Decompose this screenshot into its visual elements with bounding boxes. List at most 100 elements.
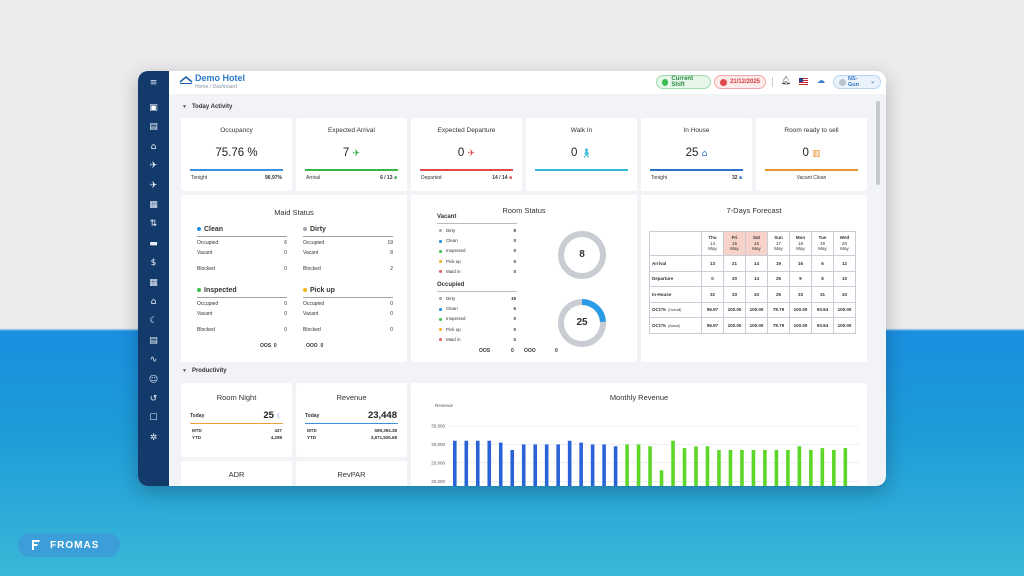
sidebar-departure-icon[interactable]: ✈ — [138, 179, 169, 193]
sidebar: ≡ ▣ ▤ ⌂ ✈ ✈ ▦ ⇅ ▬ $ ▦ ⌂ ☾ ▤ ∿ ☺ ↺ ☐ ✲ — [138, 71, 169, 486]
walk-in-card[interactable]: Walk In 0 🚶︎ — [526, 118, 637, 191]
chart-bar[interactable] — [579, 442, 583, 486]
sidebar-guest-icon[interactable]: ☺ — [138, 373, 169, 387]
chart-bar[interactable] — [671, 440, 675, 486]
sidebar-report-icon[interactable]: ▤ — [138, 334, 169, 348]
sidebar-room-icon[interactable]: ▦ — [138, 198, 169, 212]
chart-bar[interactable] — [659, 470, 664, 486]
in-house-card[interactable]: In House 25 ⌂ Tonight 32 ■ — [641, 118, 752, 191]
chart-bar[interactable] — [763, 449, 767, 486]
chart-bar[interactable] — [820, 448, 825, 486]
chart-bar[interactable] — [705, 446, 710, 486]
chart-bar[interactable] — [751, 449, 756, 486]
sidebar-feedback-icon[interactable]: ☐ — [138, 411, 169, 425]
bell-icon[interactable]: 🔔︎ — [781, 76, 792, 85]
sidebar-history-icon[interactable]: ↺ — [138, 392, 169, 406]
status-dot-icon — [439, 229, 442, 233]
maid-group-2[interactable]: Inspected — [197, 287, 237, 294]
status-dot-icon — [439, 307, 442, 311]
user-menu-button[interactable]: NS-Gun ⌄ — [833, 75, 881, 89]
sidebar-home-icon[interactable]: ⌂ — [138, 140, 169, 154]
hotel-name[interactable]: Demo Hotel — [195, 73, 246, 83]
chart-bar[interactable] — [774, 449, 779, 486]
walk-in-title: Walk In — [570, 127, 593, 134]
maid-group-name: Clean — [204, 226, 224, 233]
chart-bar[interactable] — [510, 449, 515, 486]
brand-name: FROMAS — [50, 539, 100, 551]
revenue-ytd: 3,871,925.68 — [370, 435, 397, 440]
chart-bar[interactable] — [832, 449, 836, 486]
revenue-card[interactable]: Revenue Today 23,448 MTD 599,394.38 YTD … — [296, 383, 407, 457]
maid-row-label: Blocked — [197, 266, 215, 272]
chart-bar[interactable] — [602, 444, 606, 486]
sidebar-calendar-icon[interactable]: ▦ — [138, 276, 169, 290]
sidebar-housekeeping-icon[interactable]: ▬ — [138, 237, 169, 251]
forecast-day-part: May — [708, 246, 717, 252]
expected-departure-card[interactable]: Expected Departure 0 ✈︎ Departed 14 / 14… — [411, 118, 522, 191]
chart-bar[interactable] — [590, 444, 595, 486]
scrollbar[interactable] — [876, 101, 880, 185]
chart-bar[interactable] — [843, 448, 848, 486]
chart-bar[interactable] — [694, 446, 698, 486]
chart-bar[interactable] — [625, 444, 629, 486]
room-ready-card[interactable]: Room ready to sell 0 ▥ Vacant Clean — [756, 118, 867, 191]
status-dot-icon — [439, 249, 442, 253]
chart-bar[interactable] — [453, 440, 457, 486]
forecast-day-part: May — [730, 246, 739, 252]
chart-bar[interactable] — [556, 444, 560, 486]
chart-bar[interactable] — [636, 444, 641, 486]
maid-group-0[interactable]: Clean — [197, 226, 223, 233]
sidebar-cashier-icon[interactable]: $ — [138, 256, 169, 270]
chart-bar[interactable] — [786, 449, 790, 486]
chart-bar[interactable] — [717, 449, 721, 486]
chart-bar[interactable] — [464, 440, 469, 486]
us-flag-icon[interactable] — [799, 78, 808, 85]
chart-bar[interactable] — [567, 440, 572, 486]
productivity-toggle[interactable]: ▼ Productivity — [182, 368, 227, 374]
room-status-row-label: Dirty — [446, 228, 456, 233]
forecast-day-part: 19 — [819, 240, 825, 246]
donut-arc — [558, 299, 606, 347]
chart-bar[interactable] — [740, 449, 744, 486]
maid-group-1[interactable]: Dirty — [303, 226, 326, 233]
current-shift-button[interactable]: Current Shift — [656, 75, 711, 89]
sidebar-dashboard-icon[interactable]: ▣ — [138, 101, 169, 115]
sidebar-menu-icon[interactable]: ≡ — [138, 76, 169, 90]
adr-card[interactable]: ADR — [181, 461, 292, 486]
forecast-cell: 100.00 — [745, 317, 768, 334]
chart-bar[interactable] — [475, 440, 480, 486]
room-night-card[interactable]: Room Night Today 25 ☾ MTD 427 YTD 4,298 — [181, 383, 292, 457]
maid-group-name: Pick up — [310, 287, 335, 294]
chart-bar[interactable] — [613, 446, 618, 486]
room-status-occupied-label: Occupied — [437, 282, 465, 288]
sidebar-maid-icon[interactable]: ⌂ — [138, 295, 169, 309]
chart-bar[interactable] — [648, 446, 652, 486]
chat-icon[interactable]: ☁ — [817, 76, 825, 85]
sidebar-front-desk-icon[interactable]: ▤ — [138, 120, 169, 134]
sidebar-settings-icon[interactable]: ✲ — [138, 431, 169, 445]
sidebar-room-move-icon[interactable]: ⇅ — [138, 217, 169, 231]
expected-arrival-stat: 7 ✈︎ — [296, 147, 407, 159]
business-date-button[interactable]: 21/12/2025 — [714, 75, 766, 89]
chart-bar[interactable] — [682, 448, 687, 486]
forecast-cell: 9 — [789, 270, 812, 287]
today-activity-toggle[interactable]: ▼ Today Activity — [182, 104, 232, 110]
expected-arrival-card[interactable]: Expected Arrival 7 ✈︎ Arrival 6 / 13 ■ — [296, 118, 407, 191]
forecast-row-name: OCC% — [652, 307, 667, 313]
sidebar-arrival-icon[interactable]: ✈ — [138, 159, 169, 173]
occupancy-card[interactable]: Occupancy 75.76 % Tonight 96.97% — [181, 118, 292, 191]
chart-bar[interactable] — [487, 440, 492, 486]
chart-bar[interactable] — [521, 444, 526, 486]
chart-bar[interactable] — [544, 444, 549, 486]
maid-group-3[interactable]: Pick up — [303, 287, 335, 294]
sidebar-night-audit-icon[interactable]: ☾ — [138, 314, 169, 328]
chart-bar[interactable] — [809, 449, 813, 486]
revpar-card[interactable]: RevPAR — [296, 461, 407, 486]
chart-bar[interactable] — [533, 444, 537, 486]
chart-bar[interactable] — [728, 449, 733, 486]
forecast-day-part: Fri — [731, 235, 738, 241]
chart-bar[interactable] — [797, 446, 802, 486]
chart-bar[interactable] — [498, 442, 503, 486]
sidebar-chart-icon[interactable]: ∿ — [138, 353, 169, 367]
revenue-title: Revenue — [336, 393, 367, 402]
